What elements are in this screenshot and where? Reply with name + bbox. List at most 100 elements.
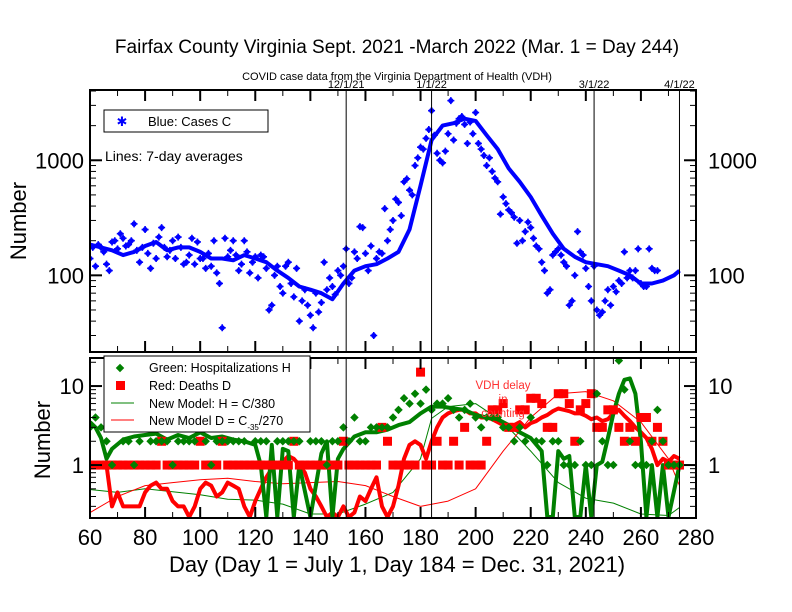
hosp-point [421,385,431,394]
hosp-point [449,405,458,415]
cases-point [367,242,375,250]
cases-point [339,262,347,270]
bottom-y-label-left: 1 [72,453,84,478]
cases-point [169,237,177,245]
cases-point-rays [138,243,146,251]
cases-point-rays [582,264,590,272]
cases-point-rays [235,267,243,275]
cases-point-rays [182,258,190,266]
cases-point [136,258,144,266]
cases-point [224,253,232,261]
deaths-point [179,460,189,470]
deaths-point [294,460,304,470]
cases-point-rays [378,249,386,257]
cases-point [563,262,571,270]
cases-point-rays [114,245,122,253]
hosp-point [526,413,535,422]
cases-point-rays [565,301,573,309]
bottom-legend-box [103,355,311,433]
date-marker-label: 12/1/21 [328,79,365,91]
cases-point-rays [383,237,391,245]
hosp-point [554,437,563,446]
hosp-point [278,437,288,446]
hosp-point [289,437,299,446]
cases-point [199,255,207,263]
cases-point-rays [218,324,226,332]
cases-point [612,288,620,296]
cases-point [125,241,133,249]
cases-point [282,262,290,270]
deaths-point [135,460,145,470]
cases-point-rays [193,238,201,246]
cases-point-rays [160,243,168,251]
x-tick-label: 140 [292,525,329,550]
cases-point-rays [163,253,171,261]
cases-point-rays [273,262,281,270]
deaths-point [344,460,354,470]
deaths-point [250,460,260,470]
hosp-point [647,437,657,446]
cases-point [370,332,378,340]
hosp-point [454,413,464,422]
cases-point-rays [282,262,290,270]
cases-point [337,271,345,279]
deaths-point [608,405,618,415]
hosp-point [102,437,111,446]
cases-point-rays [309,324,317,332]
cases-point-core [674,0,679,3]
cases-point-rays [554,245,562,253]
deaths-point [432,436,442,446]
cases-point [439,159,447,167]
cases-point [328,282,336,290]
legend-label-cases: Blue: Cases C [148,114,231,129]
legend-marker-cases: ✱ [117,114,128,129]
cases-point [193,238,201,246]
cases-point [521,228,529,236]
cases-point-rays [598,308,606,316]
deaths-point [355,460,365,470]
hosp-point [96,423,106,432]
deaths-point [234,460,244,470]
cases-point-rays [386,226,394,234]
cases-point [458,113,466,121]
cases-point [601,297,609,305]
cases-point [361,249,369,257]
cases-point-rays [276,282,284,290]
cases-point-rays [488,167,496,175]
hosp-point [416,399,425,408]
cases-point [130,220,138,228]
cases-point [658,0,663,3]
cases-point-rays [538,258,546,266]
cases-point-rays [529,234,537,242]
hosp-point [135,437,144,446]
hosp-avg-line [91,376,682,517]
cases-point-rays [645,245,653,253]
cases-point [141,226,149,234]
cases-point [524,218,532,226]
hosp-point [322,460,332,470]
cases-point [477,145,485,153]
cases-point-rays [317,299,325,307]
hosp-point [129,460,139,470]
hosp-point [405,399,414,408]
cases-point-core [666,0,671,3]
deaths-point [399,460,409,470]
hosp-point [587,460,596,470]
cases-point-rays [177,243,185,251]
cases-point-rays [141,226,149,234]
hosp-point [124,437,133,446]
deaths-point [641,412,651,422]
cases-point-rays [334,267,342,275]
top-y-label-left: 1000 [35,148,84,173]
cases-point-rays [389,216,397,224]
cases-point-rays [204,249,212,257]
hosp-point [355,437,365,446]
hosp-point [328,437,337,446]
deaths-point [438,460,448,470]
cases-point-rays [447,97,455,105]
cases-point-rays [472,109,480,117]
cases-point [541,267,548,275]
deaths-point [239,460,249,470]
deaths-point [394,460,404,470]
deaths-point [421,460,431,470]
